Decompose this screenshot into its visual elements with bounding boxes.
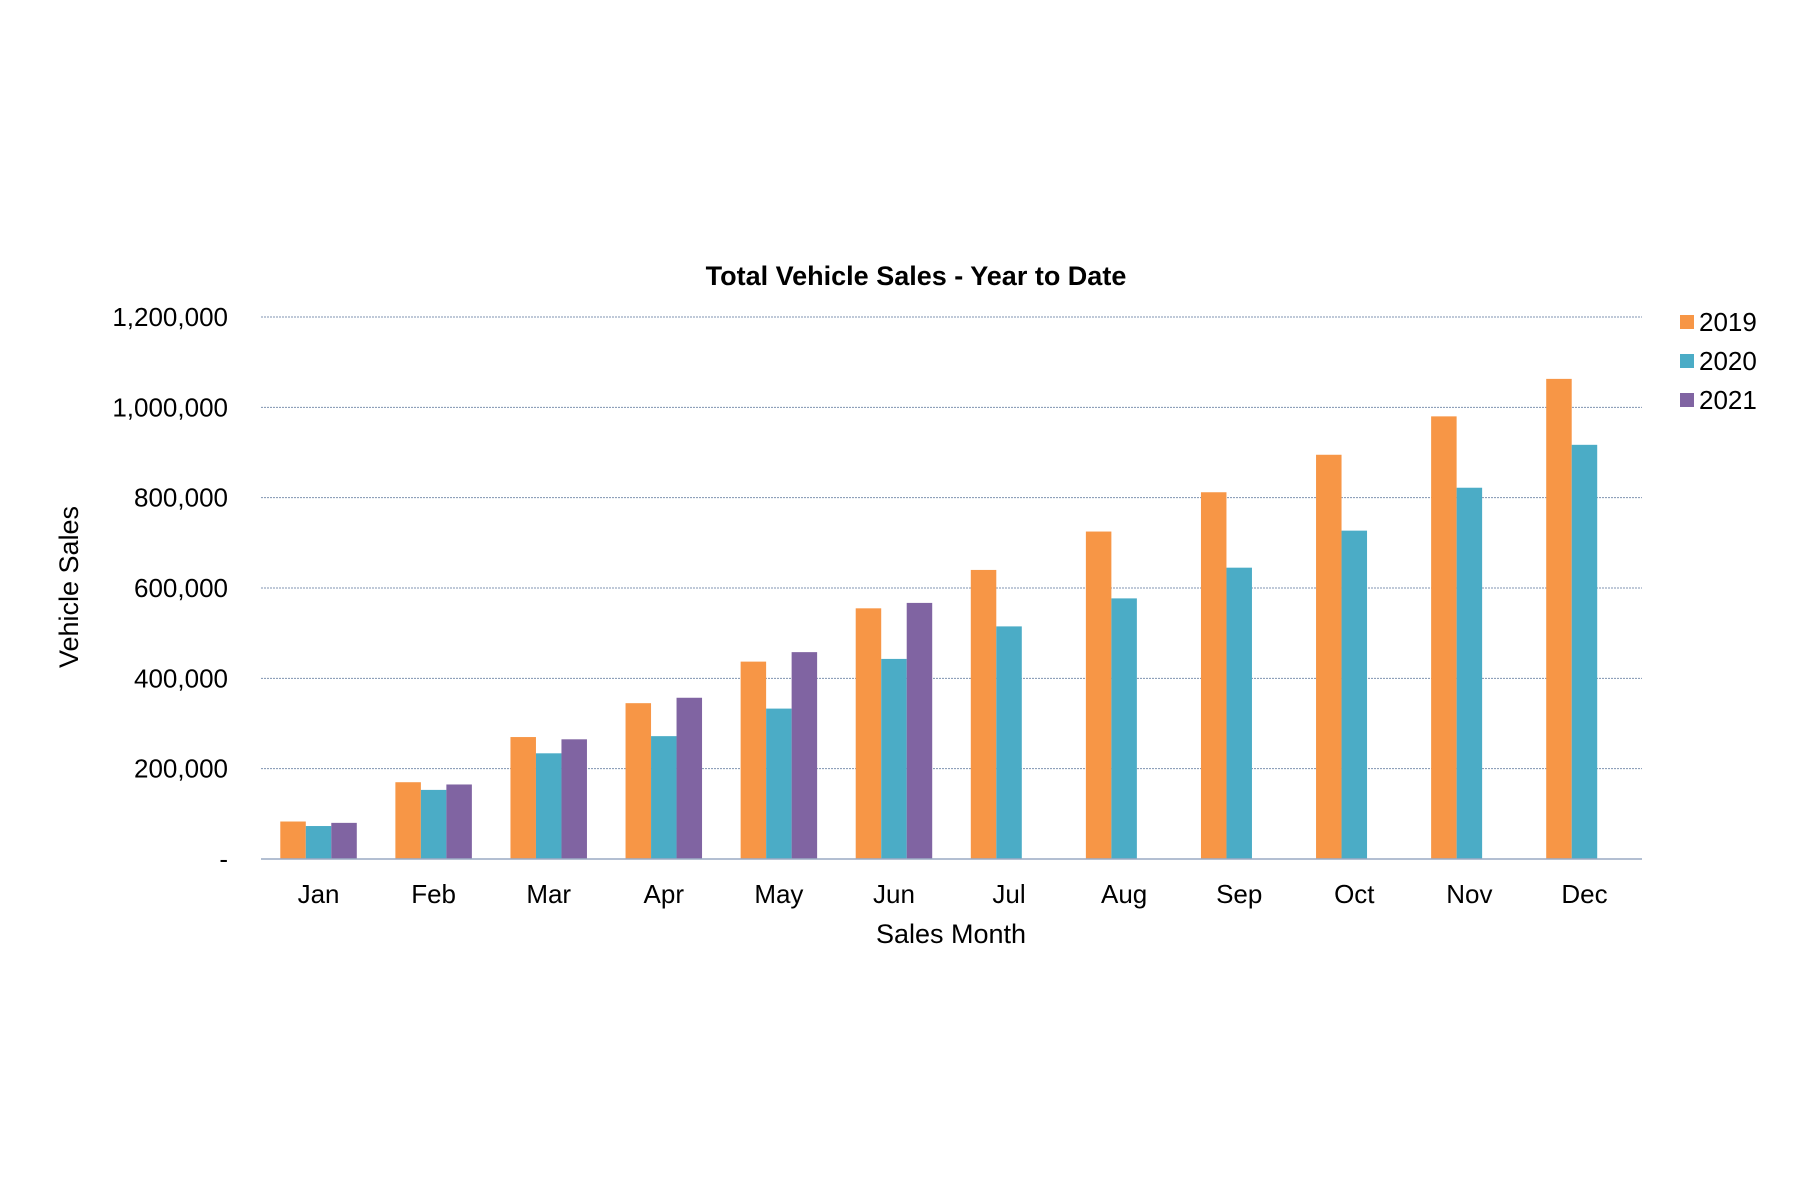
y-axis-ticks: - 200,000 400,000 600,000 800,000 1,000,000 1,… [112, 302, 228, 874]
bar-2019-jun [855, 608, 882, 859]
bar-2021-jun [906, 602, 933, 859]
bar-2020-dec [1571, 444, 1598, 859]
bar-2021-apr [676, 697, 703, 859]
bar-2020-may [766, 708, 792, 859]
bar-2020-apr [651, 736, 677, 859]
legend-swatch-2021 [1680, 393, 1694, 407]
gridlines [261, 316, 1642, 770]
bar-2019-jul [970, 569, 997, 859]
bar-2020-jul [996, 626, 1022, 859]
legend-swatch-2020 [1680, 354, 1694, 368]
chart-title: Total Vehicle Sales - Year to Date [706, 261, 1127, 291]
x-axis-ticks: Jan Feb Mar Apr May Jun Jul Aug Sep Oct Nov Dec [298, 879, 1608, 909]
bar-2021-feb [446, 784, 472, 859]
bar-2019-feb [395, 782, 421, 859]
legend-label-2019: 2019 [1699, 307, 1757, 337]
x-tick-label: Jul [992, 879, 1025, 909]
bar-2020-sep [1226, 567, 1252, 859]
bar-2021-may [791, 652, 818, 859]
bar-2020-mar [535, 753, 562, 859]
x-tick-label: Feb [411, 879, 456, 909]
bar-2019-nov [1431, 416, 1457, 859]
x-tick-label: Sep [1216, 879, 1262, 909]
x-tick-label: Jun [873, 879, 915, 909]
x-tick-label: Jan [298, 879, 340, 909]
y-tick-label: 600,000 [134, 573, 228, 603]
bar-2019-aug [1085, 531, 1112, 859]
bar-2019-sep [1200, 492, 1227, 859]
x-tick-label: Mar [526, 879, 571, 909]
bar-2020-oct [1341, 530, 1368, 859]
bar-2019-apr [625, 703, 652, 859]
y-tick-label: 400,000 [134, 663, 228, 693]
y-axis-label: Vehicle Sales [54, 506, 84, 668]
bar-2019-jan [280, 821, 306, 859]
legend: 2019 2020 2021 [1680, 307, 1757, 415]
bars [280, 378, 1598, 859]
bar-2020-nov [1456, 487, 1483, 859]
y-tick-label: 200,000 [134, 754, 228, 784]
bar-2019-may [740, 661, 767, 859]
y-tick-label: 800,000 [134, 483, 228, 513]
x-tick-label: Dec [1561, 879, 1607, 909]
y-tick-label: - [219, 844, 228, 874]
x-axis-label: Sales Month [876, 919, 1026, 949]
bar-2020-aug [1111, 598, 1137, 859]
x-tick-label: Apr [644, 879, 685, 909]
legend-swatch-2019 [1680, 315, 1694, 329]
bar-2020-jun [881, 658, 907, 859]
bar-2019-mar [510, 737, 536, 859]
legend-label-2020: 2020 [1699, 346, 1757, 376]
bar-2020-feb [420, 789, 447, 859]
x-tick-label: Aug [1101, 879, 1147, 909]
y-tick-label: 1,000,000 [112, 392, 228, 422]
bar-2019-oct [1316, 454, 1342, 859]
x-tick-label: May [754, 879, 803, 909]
bar-2020-jan [305, 826, 332, 859]
bar-2021-mar [561, 739, 587, 859]
legend-label-2021: 2021 [1699, 385, 1757, 415]
y-tick-label: 1,200,000 [112, 302, 228, 332]
bar-2019-dec [1546, 378, 1572, 859]
x-tick-label: Oct [1334, 879, 1375, 909]
x-tick-label: Nov [1446, 879, 1492, 909]
bar-2021-jan [331, 822, 357, 859]
